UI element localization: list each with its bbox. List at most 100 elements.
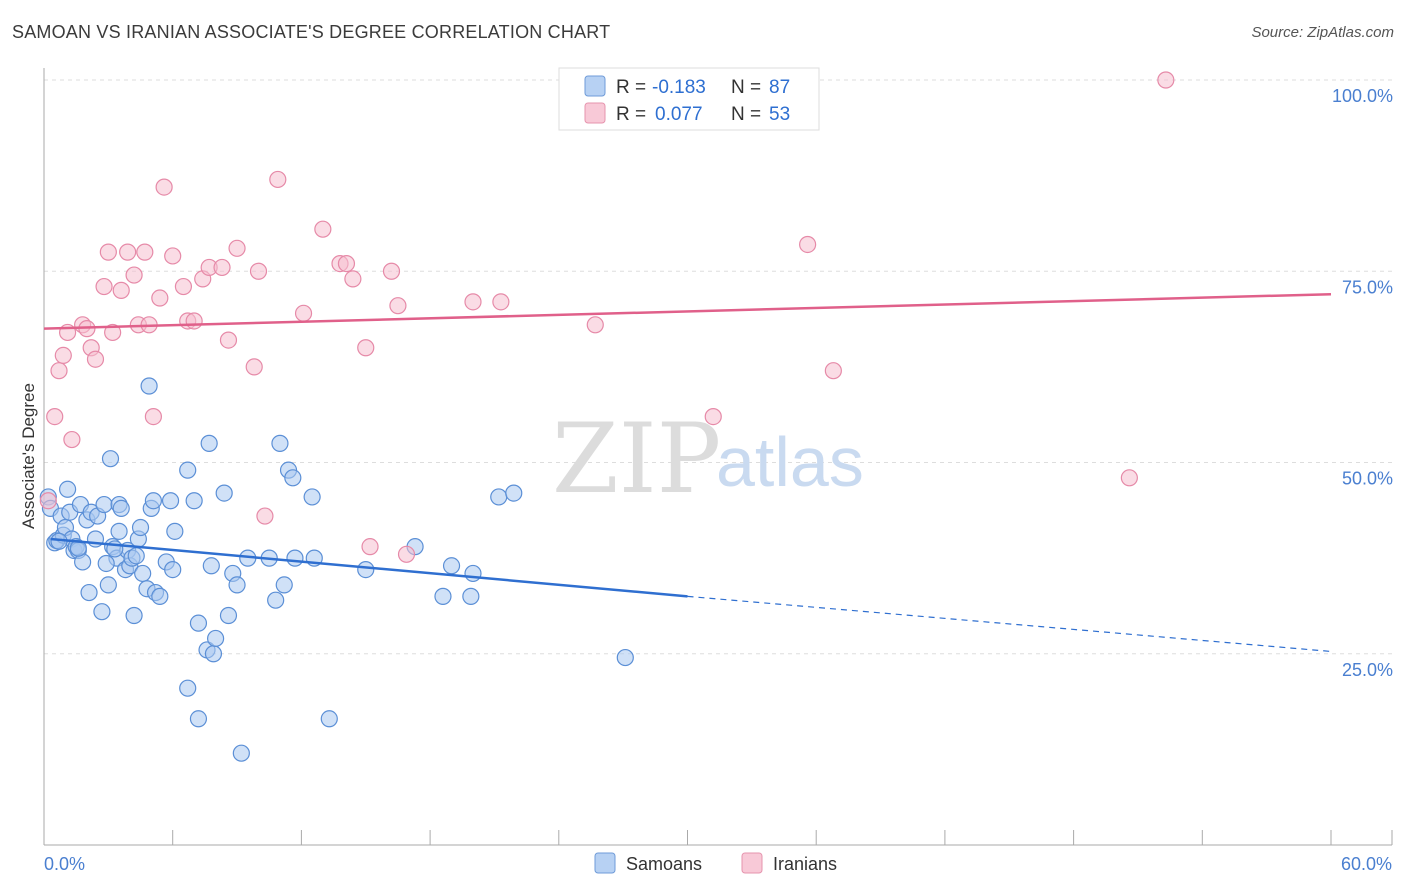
x-axis-ticks	[43, 830, 1393, 845]
samoan-point	[127, 547, 145, 565]
iranian-point	[464, 293, 482, 311]
samoan-point	[189, 614, 208, 632]
iranian-point	[824, 362, 842, 380]
samoan-point	[144, 492, 162, 510]
samoan-point	[357, 560, 375, 579]
samoan-point	[464, 564, 482, 583]
iranian-point	[39, 492, 57, 510]
samoan-point	[179, 461, 197, 479]
samoan-trend-extension	[687, 595, 1332, 653]
legend-samoan-n-value: 87	[769, 77, 790, 98]
trend-lines	[43, 292, 1332, 653]
iranian-point	[1120, 469, 1138, 487]
samoan-point	[207, 629, 225, 648]
samoan-point	[93, 603, 111, 621]
y-axis-label: Associate's Degree	[19, 383, 38, 529]
y-tick-label: 25.0%	[1342, 660, 1393, 680]
iranian-point	[382, 262, 401, 280]
samoan-point	[189, 710, 208, 728]
legend-iranian-n-value: 53	[769, 104, 790, 125]
iranian-point	[337, 255, 356, 273]
samoan-point	[112, 499, 130, 517]
samoan-point	[215, 484, 233, 502]
y-tick-label: 100.0%	[1332, 86, 1393, 106]
samoan-point	[271, 434, 289, 452]
iranian-point	[492, 293, 510, 311]
samoan-point	[151, 587, 169, 605]
iranian-point	[63, 430, 81, 449]
iranian-point	[144, 408, 162, 426]
samoan-point	[110, 522, 128, 540]
samoan-point	[490, 488, 508, 506]
y-tick-labels: 25.0% 50.0% 75.0% 100.0%	[1332, 86, 1393, 680]
samoan-point	[434, 587, 452, 605]
gridlines	[44, 79, 1392, 655]
bottom-legend-iranian: Iranians	[773, 854, 837, 874]
iranian-point	[112, 281, 130, 299]
iranian-point	[704, 408, 722, 426]
samoan-point	[232, 744, 250, 762]
top-legend: R = -0.183 N = 87 R = 0.077 N = 53	[558, 67, 820, 131]
iranian-point	[344, 270, 362, 288]
iranian-point	[314, 220, 332, 238]
samoan-point	[320, 710, 338, 728]
iranian-point	[95, 277, 113, 296]
iranian-point	[46, 408, 64, 426]
iranian-point	[54, 346, 72, 364]
samoan-point	[95, 495, 113, 514]
x-tick-label-max: 60.0%	[1341, 854, 1392, 874]
iranian-point	[151, 289, 169, 307]
iranian-point	[99, 243, 117, 261]
samoan-point	[99, 576, 117, 594]
iranian-point	[397, 545, 416, 563]
samoan-point	[140, 377, 158, 395]
iranian-trend-line	[43, 292, 1332, 330]
legend-iranian-r-label: R =	[616, 104, 646, 125]
bottom-legend: Samoans Iranians	[594, 852, 837, 874]
iranian-point	[125, 266, 143, 284]
samoan-point	[125, 606, 143, 625]
bottom-legend-swatch-samoan	[594, 852, 616, 874]
samoan-point	[462, 587, 480, 605]
chart-title: SAMOAN VS IRANIAN ASSOCIATE'S DEGREE COR…	[12, 22, 611, 42]
watermark-atlas: atlas	[716, 423, 864, 501]
samoan-point	[505, 484, 523, 502]
samoan-point	[267, 591, 285, 609]
legend-swatch-iranian	[584, 102, 606, 124]
samoan-point	[204, 645, 223, 663]
samoan-point	[58, 480, 77, 498]
legend-swatch-samoan	[584, 75, 606, 97]
samoan-point	[442, 557, 461, 575]
iranian-point	[86, 350, 105, 368]
watermark-zip: ZIP	[552, 403, 721, 515]
iranian-point	[256, 507, 274, 525]
legend-samoan-r-value: -0.183	[652, 77, 706, 98]
samoan-point	[69, 539, 87, 557]
iranian-point	[361, 538, 379, 556]
bottom-legend-samoan: Samoans	[626, 854, 702, 874]
iranian-point	[245, 358, 263, 376]
iranian-point	[1157, 71, 1175, 89]
iranian-point	[389, 297, 407, 315]
iranian-point	[249, 262, 268, 280]
samoan-point	[185, 492, 203, 510]
iranian-point	[228, 239, 246, 257]
iranian-point	[104, 323, 122, 342]
legend-samoan-r-label: R =	[616, 77, 646, 98]
legend-samoan-n-label: N =	[731, 77, 761, 98]
samoan-point	[97, 554, 115, 573]
samoan-point	[284, 469, 302, 487]
y-tick-label: 75.0%	[1342, 277, 1393, 297]
samoan-trend-line	[50, 537, 688, 598]
samoan-point	[134, 564, 152, 583]
iranian-point	[164, 247, 182, 265]
bottom-legend-swatch-iranian	[741, 852, 763, 874]
iranian-point	[119, 243, 137, 261]
legend-iranian-r-value: 0.077	[655, 104, 703, 125]
samoan-point	[161, 492, 180, 510]
iranian-point	[174, 277, 193, 296]
iranian-point	[155, 178, 173, 196]
iranian-point	[269, 170, 287, 189]
samoan-point	[228, 576, 246, 594]
samoan-point	[286, 549, 304, 567]
